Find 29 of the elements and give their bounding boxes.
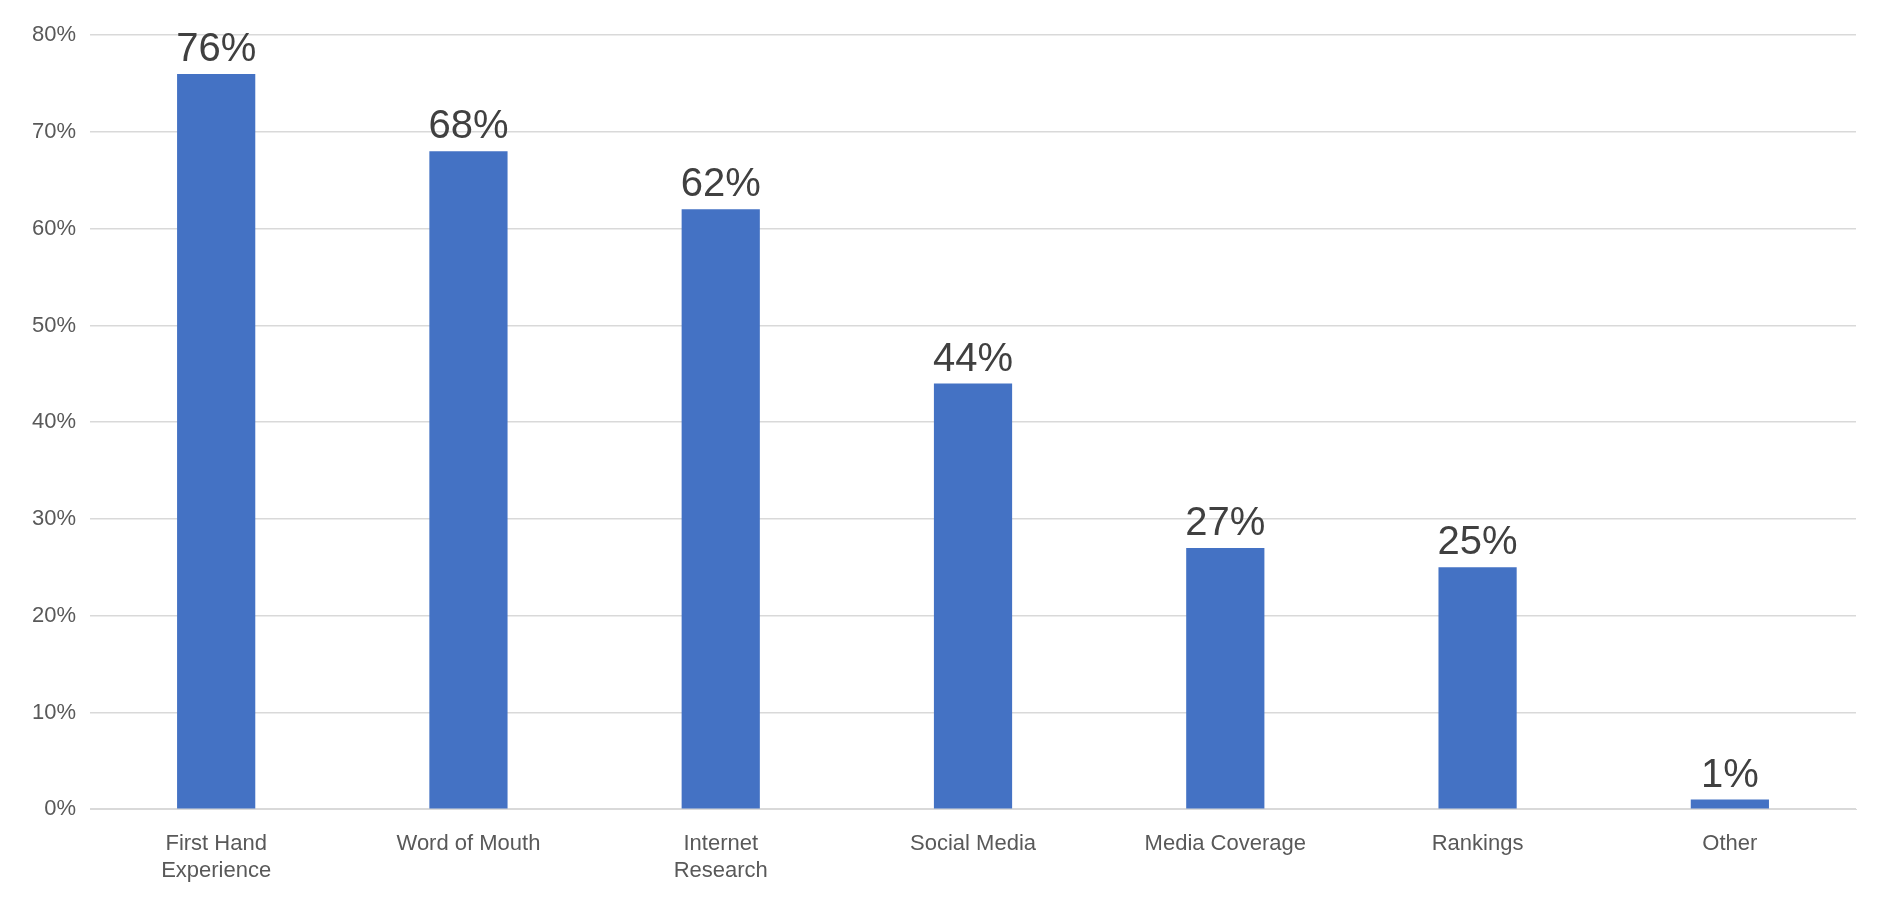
data-label: 44%: [932, 334, 1014, 379]
data-label: 1%: [1700, 750, 1759, 795]
y-tick-label: 0%: [44, 795, 77, 821]
y-tick-label: 20%: [31, 601, 77, 627]
x-tick-label: Media Coverage: [1144, 830, 1307, 856]
bar: [429, 151, 508, 809]
data-label: 25%: [1437, 518, 1518, 563]
y-tick-label: 10%: [31, 698, 77, 724]
bar: [933, 383, 1013, 809]
bar: [177, 73, 256, 809]
y-tick-label: 50%: [31, 311, 77, 337]
x-tick-label: Social Media: [910, 830, 1037, 856]
x-tick-label: Word of Mouth: [396, 830, 541, 856]
bar: [1438, 567, 1517, 809]
x-tick-label: Other: [1702, 830, 1758, 856]
y-tick-label: 40%: [31, 408, 77, 434]
x-tick-label: First Hand Experience: [161, 830, 272, 882]
data-label: 68%: [428, 102, 509, 147]
x-tick-label: Rankings: [1431, 830, 1524, 856]
bar: [681, 209, 760, 809]
y-tick-label: 60%: [31, 214, 77, 240]
y-tick-label: 30%: [31, 505, 77, 531]
data-label: 62%: [680, 160, 761, 205]
data-label: 76%: [176, 24, 257, 69]
bar: [1186, 547, 1265, 809]
y-tick-label: 70%: [31, 118, 77, 144]
y-tick-label: 80%: [31, 21, 77, 47]
x-tick-label: Internet Research: [673, 830, 768, 882]
data-label: 27%: [1185, 499, 1266, 544]
